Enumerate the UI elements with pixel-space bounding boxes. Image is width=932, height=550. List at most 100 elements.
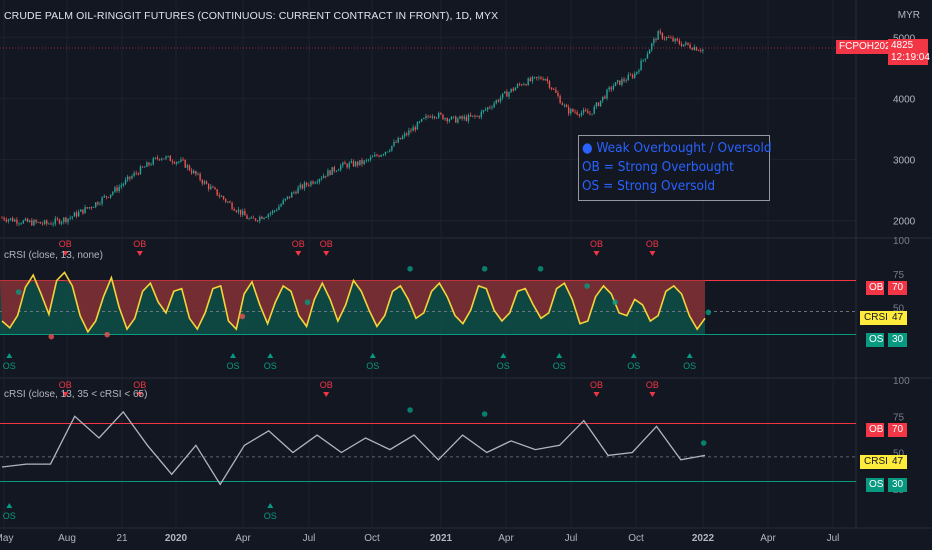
ob-marker-label: OB [646, 239, 659, 249]
candle-body [459, 116, 461, 119]
candle-body [114, 187, 116, 193]
candle-body [623, 79, 625, 81]
ob-marker-arrow [323, 251, 330, 256]
countdown: 12:19:04 [891, 52, 930, 63]
candle-body [678, 40, 681, 44]
candle-body [399, 137, 402, 140]
candle-body [14, 219, 16, 222]
candle-body [367, 159, 370, 161]
candle-body [235, 210, 238, 212]
crsi-line [1, 271, 706, 334]
candle-body [406, 133, 408, 135]
crsi-tick-label: 75 [893, 412, 905, 423]
candle-body [401, 136, 404, 140]
candle-body [570, 108, 572, 114]
candle-body [26, 218, 29, 222]
candle-body [438, 112, 440, 118]
candle-body [244, 210, 246, 216]
candle-body [627, 74, 630, 81]
x-tick-label: 21 [116, 533, 128, 544]
axes: May Aug 21 2020 Apr Jul Oct 2021 Apr Jul Oct 2022 Ap… [0, 33, 916, 544]
candle-body [131, 176, 133, 179]
candle-body [148, 162, 150, 165]
candle-body [619, 80, 621, 85]
candle-body [531, 77, 534, 82]
candle-body [450, 116, 453, 120]
candle-body [361, 160, 363, 165]
candle-body [585, 109, 587, 112]
candle-body [663, 38, 666, 40]
crsi-tick-label: 75 [893, 270, 905, 281]
ob-marker-arrow [323, 392, 330, 397]
candle-body [350, 161, 353, 163]
weak-signal-dot [705, 309, 712, 316]
os-marker-arrow [267, 503, 274, 508]
candle-body [672, 37, 674, 42]
ob-marker-arrow [62, 251, 69, 256]
candle-body [527, 78, 529, 86]
ob-marker-label: OB [320, 380, 333, 390]
candle-body [80, 209, 82, 212]
candle-body [495, 100, 497, 104]
candle-body [493, 103, 495, 108]
candle-body [33, 220, 35, 226]
candle-body [553, 89, 555, 90]
ob-marker-arrow [62, 392, 69, 397]
candle-body [606, 89, 608, 99]
pane2-os-value: 30 [888, 333, 908, 347]
candle-body [465, 116, 468, 121]
candle-body [322, 175, 325, 179]
crsi-tick-label: 50 [893, 449, 905, 460]
candle-body [11, 218, 14, 222]
pane3-ob-value: 70 [888, 423, 908, 437]
candle-body [273, 210, 276, 212]
candle-body [46, 220, 48, 224]
candle-body [237, 209, 240, 212]
x-tick-label: Aug [58, 533, 76, 544]
candle-body [18, 223, 20, 225]
candle-body [120, 185, 122, 187]
candle-body [95, 202, 97, 208]
candle-body [608, 87, 610, 90]
candle-body [267, 214, 269, 218]
candle-body [591, 113, 593, 115]
candle-body [425, 115, 427, 118]
candle-body [651, 43, 653, 50]
pane2-ob-value: 70 [888, 281, 908, 295]
candle-body [467, 114, 470, 121]
candle-body [154, 157, 157, 159]
weak-signal-dot [584, 283, 590, 289]
candle-body [261, 216, 263, 219]
crsi-filtered-pane-label[interactable]: cRSI (close, 13, 35 < cRSI < 65) [4, 389, 148, 400]
candle-body [126, 176, 129, 180]
os-marker-arrow [630, 353, 637, 358]
pane3-os-tag: OS [866, 478, 884, 492]
candle-body [702, 49, 704, 52]
candle-body [538, 77, 540, 79]
candle-body [124, 179, 127, 184]
candle-body [559, 96, 561, 104]
candle-body [589, 113, 591, 115]
weak-signal-dot [612, 299, 618, 306]
candle-body [116, 187, 118, 192]
candle-body [582, 109, 585, 113]
candle-body [265, 217, 267, 218]
candle-body [587, 111, 589, 114]
x-tick-label: Apr [498, 533, 514, 544]
candle-body [499, 97, 502, 102]
candle-body [474, 115, 476, 117]
crsi-tick-label: 100 [893, 376, 910, 387]
candle-body [599, 100, 602, 107]
currency-label[interactable]: MYR [897, 10, 920, 21]
candle-body [133, 173, 135, 177]
candle-body [359, 160, 361, 166]
candle-body [239, 209, 242, 215]
os-marker-arrow [556, 353, 563, 358]
candle-body [312, 181, 314, 184]
candle-body [293, 192, 295, 193]
crsi-pane-label[interactable]: cRSI (close, 13, none) [4, 250, 103, 261]
candle-body [331, 167, 333, 175]
candle-body [354, 161, 357, 167]
candle-body [463, 116, 465, 119]
ob-marker-arrow [295, 251, 302, 256]
